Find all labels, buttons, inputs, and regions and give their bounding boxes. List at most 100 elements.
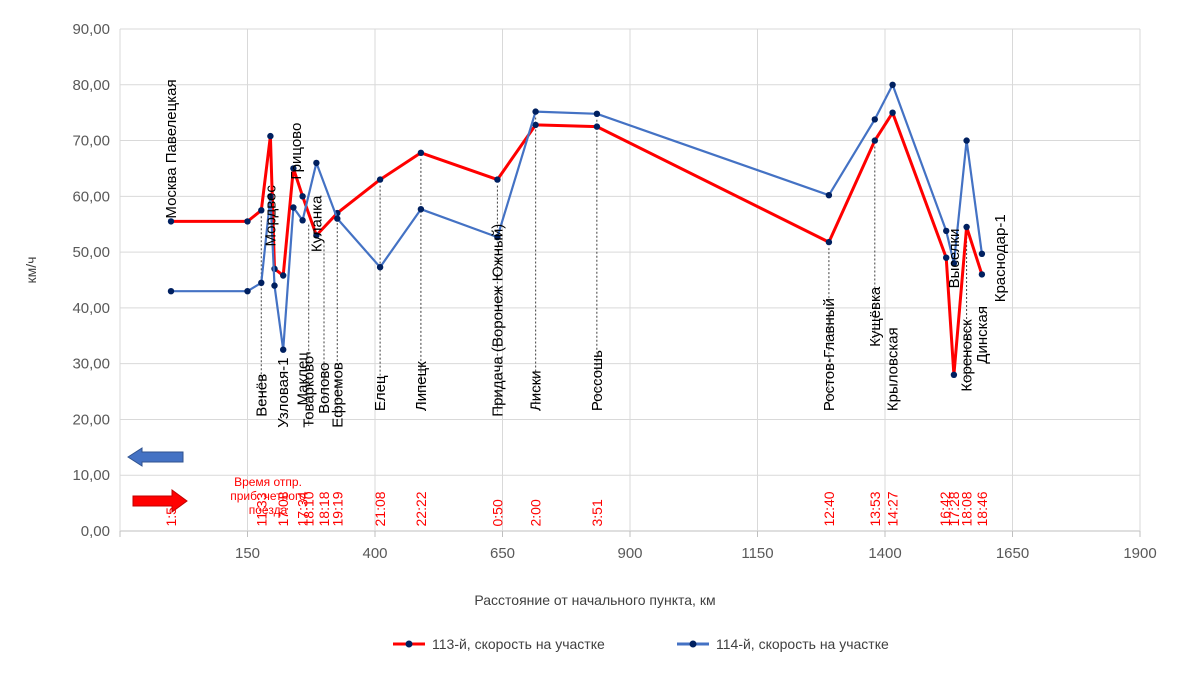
data-point bbox=[593, 110, 601, 118]
station-label: Ростов-Главный bbox=[821, 298, 838, 411]
y-tick-label: 70,00 bbox=[72, 133, 110, 150]
legend: 113-й, скорость на участке 114-й, скорос… bbox=[393, 636, 889, 652]
time-label: 14:27 bbox=[885, 491, 901, 526]
data-point bbox=[267, 193, 274, 200]
data-point bbox=[167, 288, 175, 295]
series-line bbox=[171, 83, 983, 351]
data-point bbox=[280, 272, 287, 279]
data-point bbox=[950, 371, 958, 378]
direction-arrows bbox=[127, 447, 188, 513]
data-point bbox=[889, 81, 896, 89]
station-label: Кореновск bbox=[959, 319, 976, 392]
series-114 bbox=[167, 81, 986, 353]
data-point bbox=[963, 137, 970, 144]
station-label: Узловая-1 bbox=[275, 358, 292, 428]
data-point bbox=[334, 215, 341, 222]
y-tick-label: 50,00 bbox=[72, 244, 110, 261]
data-point bbox=[963, 223, 970, 231]
even-train-arrow-left bbox=[127, 447, 184, 467]
data-point bbox=[376, 264, 384, 271]
data-point bbox=[871, 116, 878, 123]
data-point bbox=[299, 193, 306, 200]
data-point bbox=[376, 176, 384, 183]
x-tick-label: 1650 bbox=[996, 545, 1029, 562]
data-point bbox=[494, 176, 501, 183]
station-label: Россошь bbox=[589, 350, 606, 411]
data-point bbox=[271, 282, 278, 289]
note-text: Время отпр. приб. четного поезда bbox=[230, 475, 306, 517]
time-label: 18:08 bbox=[959, 491, 975, 526]
station-label: Придача (Воронеж Южный) bbox=[489, 224, 506, 417]
y-tick-label: 10,00 bbox=[72, 467, 110, 484]
data-point bbox=[417, 206, 425, 213]
data-point bbox=[313, 232, 320, 239]
x-tick-label: 900 bbox=[617, 545, 642, 562]
time-label: 18:18 bbox=[316, 491, 332, 526]
station-label: Липецк bbox=[413, 361, 430, 411]
data-point bbox=[313, 159, 320, 167]
station-label: Краснодар-1 bbox=[992, 214, 1009, 302]
station-label: Ефремов bbox=[329, 362, 346, 428]
data-point bbox=[978, 271, 986, 278]
station-label: Крыловская bbox=[885, 327, 902, 411]
station-label: Куланка bbox=[308, 195, 325, 252]
data-point bbox=[290, 204, 297, 211]
station-label: Динская bbox=[974, 306, 991, 364]
time-label: 18:46 bbox=[974, 491, 990, 526]
time-label: 3:51 bbox=[589, 499, 605, 526]
time-label: 13:53 bbox=[867, 491, 883, 526]
data-point bbox=[494, 233, 501, 241]
station-label: Маклец bbox=[295, 352, 312, 406]
data-point bbox=[417, 149, 425, 156]
y-tick-label: 40,00 bbox=[72, 300, 110, 317]
time-label: 22:22 bbox=[413, 491, 429, 526]
station-labels: Москва Павелецкая Венёв Мордвес Узловая-1 Гр… bbox=[163, 79, 1009, 427]
legend-item-113[interactable]: 113-й, скорость на участке bbox=[393, 636, 605, 652]
data-point bbox=[258, 207, 265, 214]
y-tick-label: 60,00 bbox=[72, 188, 110, 205]
station-label: Волово bbox=[316, 362, 333, 413]
x-tick-label: 1150 bbox=[741, 545, 773, 562]
even-train-note: Время отпр. приб. четного поезда bbox=[230, 475, 306, 517]
data-point bbox=[889, 109, 896, 116]
series-layer bbox=[167, 81, 986, 378]
data-point bbox=[280, 346, 287, 353]
time-label: 19:19 bbox=[329, 491, 345, 526]
data-point bbox=[532, 108, 539, 115]
legend-item-114[interactable]: 114-й, скорость на участке bbox=[677, 636, 889, 652]
station-label: Грицово bbox=[288, 123, 305, 180]
series-113 bbox=[167, 109, 986, 378]
y-tick-label: 0,00 bbox=[81, 523, 110, 540]
time-label: 11:33 bbox=[253, 492, 269, 526]
data-point bbox=[871, 137, 878, 144]
legend-label-113: 113-й, скорость на участке bbox=[432, 636, 605, 652]
station-label: Венёв bbox=[253, 374, 270, 417]
x-tick-label: 650 bbox=[490, 545, 515, 562]
station-label: Товарково bbox=[301, 356, 318, 428]
time-label: 21:08 bbox=[372, 491, 388, 526]
data-point bbox=[532, 121, 539, 129]
time-label: 2:00 bbox=[528, 499, 544, 526]
data-point bbox=[167, 218, 175, 225]
data-point bbox=[299, 217, 306, 224]
data-point bbox=[978, 250, 986, 257]
odd-train-arrow-right bbox=[132, 489, 188, 513]
data-point bbox=[244, 218, 251, 225]
time-label: 0:50 bbox=[489, 499, 505, 526]
data-point bbox=[244, 288, 251, 295]
time-label: 17:08 bbox=[275, 491, 291, 526]
time-label: 16:42 bbox=[937, 491, 953, 526]
data-point bbox=[290, 165, 297, 172]
series-line bbox=[171, 111, 984, 377]
time-label: 18:10 bbox=[301, 491, 317, 526]
y-axis-label: км/ч bbox=[23, 257, 39, 284]
data-point bbox=[943, 227, 950, 235]
station-label: Выселки bbox=[946, 229, 963, 289]
y-tick-label: 90,00 bbox=[72, 21, 110, 38]
x-tick-label: 1400 bbox=[868, 545, 901, 562]
time-label: 17:28 bbox=[946, 491, 962, 526]
station-label: Лиски bbox=[528, 370, 545, 411]
x-tick-label: 150 bbox=[235, 545, 260, 562]
